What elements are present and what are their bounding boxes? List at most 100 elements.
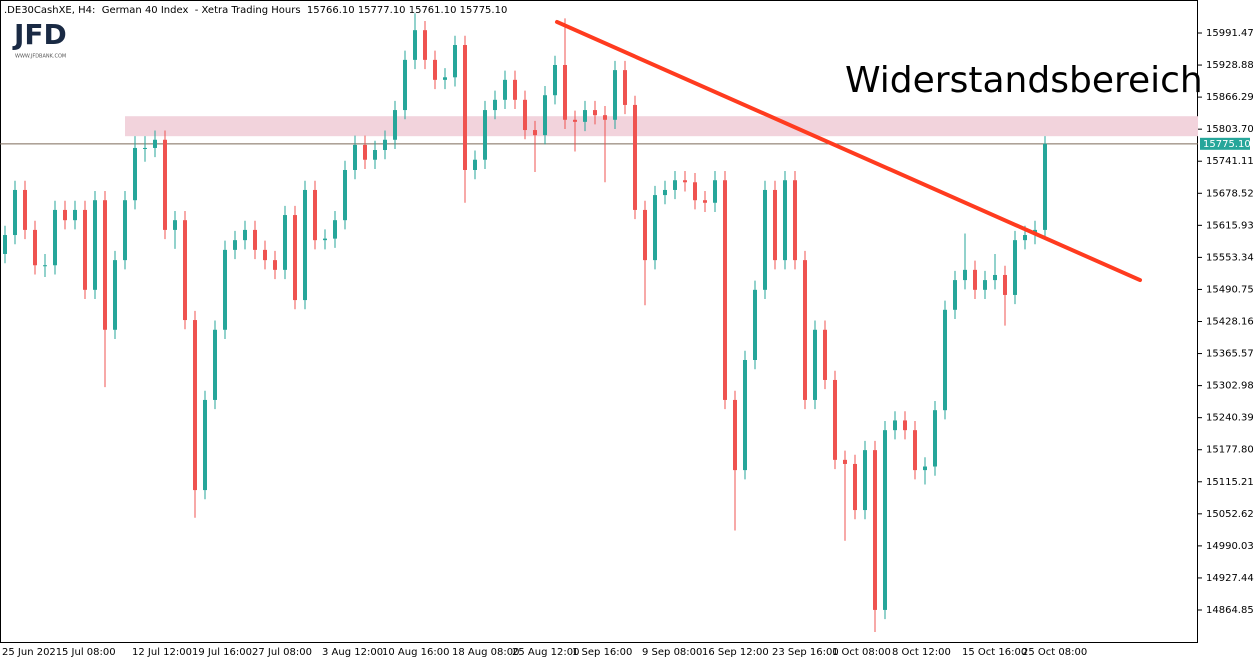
candle-body — [443, 77, 447, 80]
candle-body — [603, 115, 607, 120]
candle-body — [263, 249, 267, 261]
x-tick-label: 9 Sep 08:00 — [642, 647, 702, 658]
candle-body — [723, 180, 727, 400]
y-tick-label: 15115.21 — [1206, 477, 1254, 488]
candle-body — [213, 329, 217, 400]
candle-body — [633, 104, 637, 210]
x-tick-label: 23 Sep 16:00 — [772, 647, 839, 658]
annotation: Widerstandsbereich — [845, 60, 1203, 101]
y-tick-label: 15866.29 — [1206, 92, 1254, 103]
candle-body — [153, 139, 157, 148]
candle-body — [163, 139, 167, 230]
candle-body — [103, 200, 107, 330]
candle-body — [73, 209, 77, 221]
plot-layer — [0, 13, 1198, 632]
candle-body — [813, 329, 817, 400]
candle-body — [963, 269, 967, 281]
candle-body — [553, 64, 557, 96]
candle-body — [583, 110, 587, 122]
candle-body — [903, 420, 907, 431]
candle-body — [793, 180, 797, 261]
candle-body — [863, 450, 867, 511]
x-tick-label: 15 Oct 16:00 — [962, 647, 1027, 658]
candle-body — [783, 180, 787, 261]
candle-body — [803, 260, 807, 400]
candle-body — [93, 200, 97, 290]
x-tick-label: 25 Jun 2021 — [2, 647, 62, 658]
y-tick-label: 15678.52 — [1206, 188, 1254, 199]
trendline — [555, 19, 1142, 283]
candle-body — [1013, 240, 1017, 295]
y-tick-label: 15741.11 — [1206, 156, 1254, 167]
y-tick-label: 15490.75 — [1206, 284, 1254, 295]
candle-body — [183, 220, 187, 321]
y-tick-label: 15553.34 — [1206, 252, 1254, 263]
candle-body — [973, 269, 977, 290]
x-tick-label: 18 Aug 08:00 — [452, 647, 519, 658]
candle-body — [453, 45, 457, 78]
candle-body — [1023, 235, 1027, 241]
y-tick-label: 15365.57 — [1206, 349, 1254, 360]
candle-body — [413, 30, 417, 60]
candle-body — [253, 229, 257, 250]
x-tick-label: 5 Jul 08:00 — [62, 647, 116, 658]
candle-body — [113, 260, 117, 330]
candle-body — [923, 466, 927, 471]
candle-body — [343, 169, 347, 221]
candle-body — [33, 229, 37, 266]
candle-body — [463, 45, 467, 170]
candle-body — [353, 144, 357, 170]
candle-body — [83, 209, 87, 290]
y-tick-label: 14927.44 — [1206, 573, 1254, 584]
candle-body — [3, 235, 7, 254]
candle-body — [483, 110, 487, 160]
candle-body — [293, 215, 297, 301]
current-price-box — [1200, 137, 1250, 150]
x-tick-label: 10 Aug 16:00 — [382, 647, 449, 658]
candle-body — [943, 309, 947, 411]
candle-body — [303, 189, 307, 301]
y-tick-label: 15052.62 — [1206, 509, 1254, 520]
candle-body — [193, 320, 197, 491]
candle-body — [733, 399, 737, 471]
candle-body — [473, 159, 477, 170]
candle-body — [283, 215, 287, 270]
y-tick-label: 15302.98 — [1206, 381, 1254, 392]
candle-body — [203, 399, 207, 491]
candle-body — [983, 280, 987, 290]
y-tick-label: 15928.88 — [1206, 60, 1254, 71]
x-tick-label: 1 Sep 16:00 — [572, 647, 632, 658]
candle-body — [763, 189, 767, 290]
y-tick-label: 15240.39 — [1206, 413, 1254, 424]
candle-body — [613, 70, 617, 120]
candle-body — [13, 189, 17, 236]
candle-body — [143, 147, 147, 149]
candle-body — [993, 274, 997, 281]
candle-body — [853, 463, 857, 511]
candle-body — [833, 379, 837, 460]
y-tick-label: 14990.03 — [1206, 541, 1254, 552]
x-tick-label: 27 Jul 08:00 — [252, 647, 312, 658]
current-price-label: 15775.10 — [1203, 139, 1251, 150]
candle-body — [673, 180, 677, 190]
resistance-zone — [125, 116, 1198, 137]
y-tick-label: 15991.47 — [1206, 28, 1254, 39]
candle-body — [563, 64, 567, 120]
candle-body — [933, 410, 937, 467]
candle-body — [403, 59, 407, 111]
candle-body — [493, 99, 497, 111]
candle-body — [323, 238, 327, 241]
candle-body — [893, 420, 897, 431]
candle-body — [233, 240, 237, 250]
candle-body — [523, 99, 527, 131]
candle-body — [543, 95, 547, 136]
y-tick-label: 15615.93 — [1206, 220, 1254, 231]
candle-body — [383, 139, 387, 151]
candle-body — [133, 147, 137, 201]
candle-body — [393, 110, 397, 140]
candle-body — [953, 280, 957, 310]
candle-body — [533, 130, 537, 136]
y-tick-label: 15177.80 — [1206, 445, 1254, 456]
y-tick-label: 15428.16 — [1206, 317, 1254, 328]
candle-body — [623, 70, 627, 105]
